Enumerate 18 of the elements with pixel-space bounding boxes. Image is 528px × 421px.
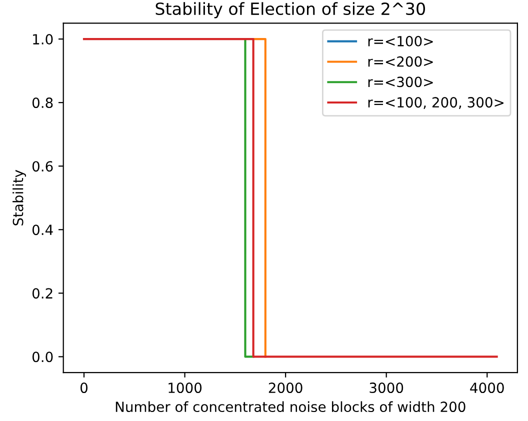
y-tick-label: 0.8 [32,98,53,108]
chart-title: Stability of Election of size 2^30 [156,2,425,18]
y-tick-label: 1.0 [33,34,53,45]
y-tick-label: 0.2 [32,288,52,299]
y-tick-label: 0.4 [32,224,53,236]
x-tick-label: 2000 [268,382,302,394]
legend-label: r=<200> [368,56,433,67]
y-tick-label: 0.6 [32,161,53,172]
legend-label: r=<100> [368,36,433,46]
x-tick-label: 3000 [370,382,404,394]
y-tick-label: 0.0 [32,352,53,362]
x-axis-title: Number of concentrated noise blocks of width 200 [116,401,466,412]
x-tick-label: 4000 [470,382,504,394]
legend-label: r=<300> [368,76,433,88]
x-tick-label: 1000 [168,382,202,394]
x-tick-label: 0 [80,382,88,394]
legend-label: r=<100, 200, 300> [368,97,504,109]
y-axis-title: Stability [12,170,26,226]
